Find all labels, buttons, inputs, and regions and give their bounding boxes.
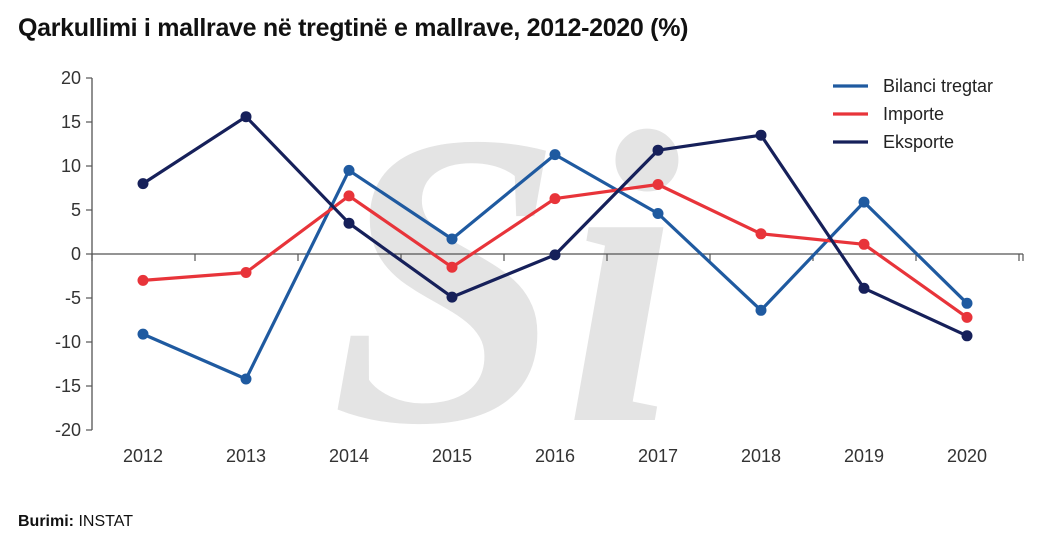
- data-point: [652, 144, 664, 156]
- data-point: [240, 111, 252, 123]
- x-tick-label: 2018: [741, 446, 781, 466]
- series-layer: [137, 111, 973, 385]
- series-eksporte: [137, 111, 973, 342]
- data-point: [240, 267, 252, 278]
- data-point: [137, 178, 149, 190]
- y-tick-label: 0: [71, 244, 81, 264]
- x-tick-label: 2020: [947, 446, 987, 466]
- legend: Bilanci tregtar Importe Eksporte: [833, 76, 993, 152]
- legend-label: Importe: [883, 104, 944, 124]
- data-point: [858, 238, 870, 250]
- data-point: [549, 193, 561, 205]
- data-point: [755, 228, 767, 240]
- source-label: Burimi:: [18, 513, 74, 530]
- y-tick-label: 10: [61, 156, 81, 176]
- x-tick-label: 2015: [432, 446, 472, 466]
- x-tick-label: 2019: [844, 446, 884, 466]
- data-point: [343, 217, 355, 229]
- x-tick-label: 2017: [638, 446, 678, 466]
- x-tick-label: 2013: [226, 446, 266, 466]
- data-point: [858, 282, 870, 294]
- x-tick-label: 2012: [123, 446, 163, 466]
- y-tick-label: 15: [61, 112, 81, 132]
- x-tick-label: 2016: [535, 446, 575, 466]
- legend-label: Bilanci tregtar: [883, 76, 993, 96]
- data-point: [755, 304, 767, 316]
- data-point: [343, 190, 355, 202]
- data-point: [446, 261, 458, 273]
- data-point: [446, 291, 458, 303]
- chart-title: Qarkullimi i mallrave në tregtinë e mall…: [18, 14, 689, 42]
- y-tick-label: -20: [55, 420, 81, 440]
- data-point: [446, 233, 458, 245]
- data-point: [137, 274, 149, 286]
- source-note: Burimi: INSTAT: [18, 513, 133, 531]
- watermark-logo: Si: [330, 46, 682, 511]
- data-point: [858, 196, 870, 208]
- data-point: [549, 149, 561, 161]
- data-point: [961, 297, 973, 309]
- x-tick-label: 2014: [329, 446, 369, 466]
- data-point: [343, 164, 355, 176]
- data-point: [961, 330, 973, 342]
- data-point: [240, 373, 252, 385]
- data-point: [961, 311, 973, 323]
- y-tick-label: -10: [55, 332, 81, 352]
- series-importe: [137, 179, 973, 323]
- data-point: [549, 249, 561, 261]
- y-tick-label: -5: [65, 288, 81, 308]
- data-point: [652, 208, 664, 219]
- legend-label: Eksporte: [883, 132, 954, 152]
- data-point: [137, 328, 149, 340]
- y-tick-label: 20: [61, 68, 81, 88]
- data-point: [755, 129, 767, 141]
- data-point: [652, 179, 664, 190]
- y-tick-label: 5: [71, 200, 81, 220]
- y-tick-label: -15: [55, 376, 81, 396]
- source-value: INSTAT: [74, 513, 133, 530]
